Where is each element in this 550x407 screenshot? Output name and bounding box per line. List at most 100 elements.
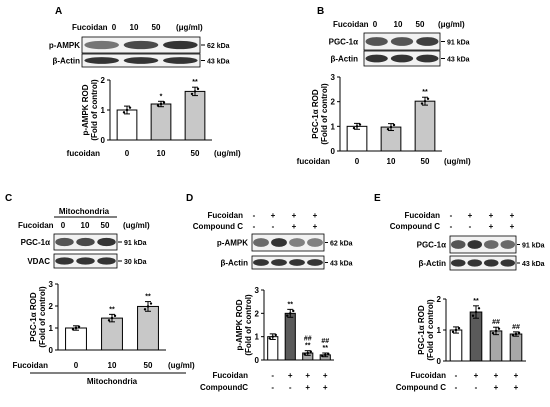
treatment-sign: +: [474, 371, 479, 380]
treatment-sign: -: [469, 222, 472, 231]
data-point: [125, 108, 129, 112]
data-point: [146, 305, 150, 308]
kda-label: 43 kDa: [207, 59, 230, 66]
blot-frame: [251, 255, 325, 270]
data-point: [77, 325, 81, 328]
data-point: [306, 351, 309, 355]
data-point: [491, 331, 495, 335]
treatment-sign: -: [475, 383, 478, 392]
treatment-sign: +: [489, 222, 494, 231]
bar: [469, 311, 483, 362]
treatment-sign: +: [323, 371, 328, 380]
data-point: [271, 335, 274, 338]
kda-label: 62 kDa: [330, 241, 353, 248]
kda-label: 43 kDa: [522, 261, 545, 268]
bar: [116, 109, 138, 141]
treatment-label: Fucoidan: [404, 211, 440, 220]
treatment-sign: +: [313, 222, 318, 231]
y-tick-label: 2: [255, 309, 260, 318]
blot-frame: [449, 235, 517, 254]
x-tick-label: 50: [191, 149, 200, 158]
y-tick-label: 2: [101, 76, 106, 85]
treatment-sign: +: [494, 371, 499, 380]
data-point: [392, 123, 396, 127]
treatment-sign: +: [313, 211, 318, 220]
treatment-sign: -: [455, 371, 458, 380]
x-tick-label: 10: [157, 149, 166, 158]
data-point: [358, 123, 362, 126]
blot-band: [416, 54, 439, 63]
treatment-sign: +: [271, 211, 276, 220]
data-point: [309, 350, 312, 353]
data-point: [292, 309, 295, 313]
blot-band: [76, 257, 95, 265]
kda-label: 30 kDa: [124, 259, 147, 266]
y-axis-label: PGC-1α ROD(Fold of control): [417, 299, 435, 361]
blot-band: [500, 259, 516, 267]
y-tick-label: 1: [331, 122, 336, 131]
x-axis-unit: (ug/ml): [444, 157, 471, 166]
y-tick-label: 1: [101, 106, 106, 115]
treatment-sign: -: [271, 383, 274, 392]
data-point: [355, 125, 359, 128]
y-tick-label: 3: [255, 286, 260, 295]
blot-label: PGC-1α: [329, 38, 358, 47]
data-point: [113, 314, 117, 318]
kda-label: 91 kDa: [522, 243, 545, 250]
treatment-sign: +: [510, 211, 515, 220]
blot-band: [84, 40, 119, 50]
treatment-sign: -: [253, 222, 256, 231]
treatment-sign: +: [288, 371, 293, 380]
x-group-label: Mitochondria: [87, 377, 138, 386]
significance-mark: **: [288, 301, 294, 308]
blot-band: [84, 57, 119, 64]
blot-band: [307, 238, 323, 247]
blot-band: [390, 54, 414, 63]
y-tick-label: 0: [255, 356, 260, 365]
significance-mark: **: [192, 79, 198, 86]
data-point: [321, 354, 324, 358]
treatment-sign: -: [272, 222, 275, 231]
y-axis-label: PGC-1α ROD(Fold of control): [311, 83, 329, 145]
blot-band: [97, 257, 116, 265]
data-point: [451, 330, 455, 334]
bar: [65, 327, 87, 351]
unit-label: (μg/ml): [438, 20, 465, 29]
x-tick-label: 50: [421, 157, 430, 166]
dose-label: 0: [112, 23, 117, 32]
treatment-label: CompoundC: [200, 383, 248, 392]
treatment-sign: -: [253, 211, 256, 220]
x-tick-label: 0: [355, 157, 360, 166]
data-point: [420, 102, 424, 105]
dose-label: 50: [101, 221, 110, 230]
data-point: [426, 97, 430, 101]
bar: [346, 125, 368, 152]
data-point: [497, 327, 501, 330]
blot-band: [365, 37, 388, 46]
unit-label: (μg/ml): [176, 23, 203, 32]
panel-letter: C: [5, 193, 12, 204]
data-point: [122, 111, 126, 114]
x-tick-label: 0: [74, 361, 79, 370]
data-point: [386, 127, 390, 131]
blot-strip: [81, 36, 201, 54]
treatment-label: Fucoidan: [212, 371, 248, 380]
treatment-sign: +: [468, 211, 473, 220]
kda-label: 43 kDa: [330, 261, 353, 268]
bar: [150, 103, 172, 141]
bar: [137, 305, 159, 351]
blot-strip: [251, 233, 325, 252]
blot-label: β-Actin: [418, 259, 446, 268]
kda-label: 91 kDa: [124, 240, 147, 247]
treatment-sign: +: [305, 383, 310, 392]
y-tick-label: 3: [49, 280, 54, 289]
y-axis-label: p-AMPK ROD(Fold of control): [235, 294, 253, 356]
blot-label: PGC-1α: [417, 241, 446, 250]
blot-band: [450, 240, 466, 249]
blot-strip: [53, 233, 118, 251]
